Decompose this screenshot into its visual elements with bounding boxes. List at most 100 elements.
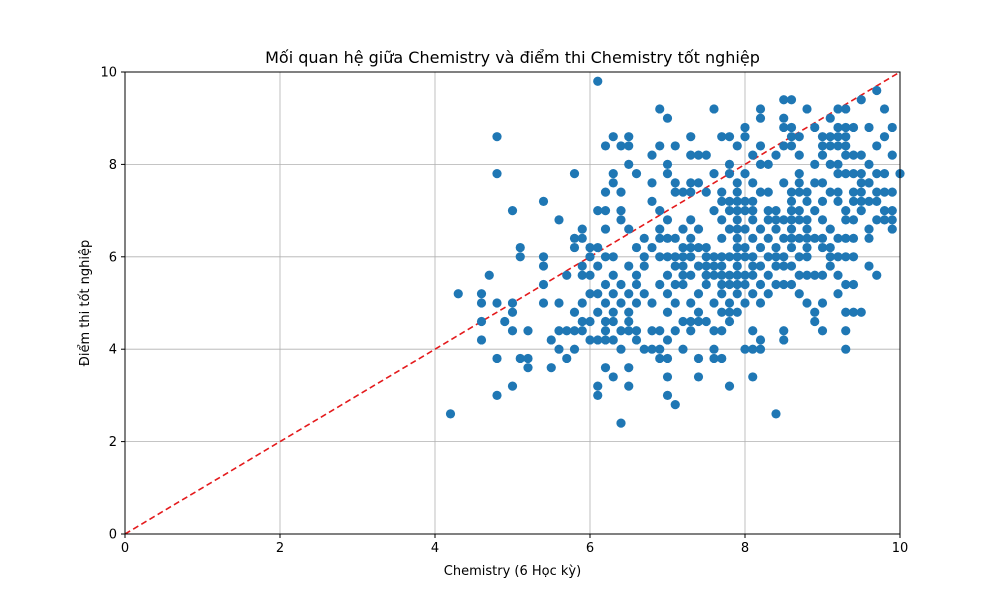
- data-point: [732, 224, 742, 234]
- data-point: [771, 150, 781, 160]
- data-point: [732, 187, 742, 197]
- data-point: [693, 150, 704, 160]
- data-point: [686, 150, 696, 160]
- data-point: [647, 178, 657, 188]
- data-point: [794, 178, 804, 188]
- data-point: [701, 252, 711, 262]
- data-point: [724, 252, 735, 262]
- data-point: [538, 261, 549, 271]
- data-point: [593, 261, 603, 271]
- data-point: [817, 270, 828, 280]
- data-point: [600, 363, 611, 373]
- data-point: [779, 335, 789, 345]
- x-tick-label: 10: [892, 541, 909, 556]
- data-point: [763, 233, 773, 243]
- data-point: [608, 316, 618, 327]
- data-point: [841, 307, 851, 317]
- data-point: [662, 289, 673, 299]
- data-point: [701, 150, 711, 160]
- data-point: [701, 261, 711, 271]
- data-point: [662, 270, 673, 280]
- data-point: [817, 178, 828, 188]
- data-point: [794, 233, 804, 243]
- data-point: [538, 252, 549, 262]
- data-point: [507, 326, 518, 336]
- data-point: [794, 206, 804, 216]
- data-point: [887, 224, 897, 234]
- data-point: [624, 289, 634, 299]
- data-point: [662, 159, 673, 169]
- data-point: [872, 187, 882, 197]
- data-point: [817, 233, 828, 243]
- data-point: [779, 233, 789, 243]
- data-point: [748, 252, 758, 262]
- data-point: [670, 279, 680, 290]
- data-point: [794, 150, 804, 160]
- data-point: [639, 289, 649, 299]
- data-point: [755, 141, 766, 151]
- data-point: [748, 270, 758, 280]
- data-point: [779, 261, 789, 271]
- axis-ticks: 0 2 4 6 8 10 0 2 4 6 8 10: [100, 66, 908, 557]
- data-point: [802, 298, 812, 308]
- data-point: [717, 196, 727, 206]
- data-point: [608, 178, 618, 188]
- data-point: [856, 95, 866, 105]
- data-point: [732, 206, 742, 216]
- data-point: [856, 206, 866, 216]
- data-point: [771, 206, 781, 216]
- data-point: [585, 335, 595, 345]
- data-point: [771, 242, 781, 253]
- data-point: [717, 353, 727, 364]
- data-point: [631, 298, 642, 308]
- data-point: [825, 113, 835, 123]
- data-point: [841, 141, 851, 151]
- data-point: [763, 159, 773, 169]
- data-point: [709, 353, 719, 364]
- data-point: [624, 326, 634, 336]
- data-point: [724, 298, 735, 308]
- data-point: [732, 178, 742, 188]
- data-point: [670, 187, 680, 197]
- data-point: [740, 279, 750, 290]
- data-point: [740, 270, 750, 280]
- data-point: [872, 141, 882, 151]
- data-point: [779, 95, 789, 105]
- data-point: [717, 261, 727, 271]
- data-point: [608, 252, 618, 262]
- data-point: [600, 298, 611, 308]
- data-point: [701, 270, 711, 280]
- data-point: [786, 141, 797, 151]
- data-point: [686, 298, 696, 308]
- data-point: [841, 132, 851, 142]
- data-point: [848, 122, 859, 133]
- data-point: [593, 206, 603, 216]
- y-tick-label: 2: [109, 435, 117, 450]
- data-point: [748, 150, 758, 160]
- data-point: [779, 141, 789, 151]
- data-point: [492, 169, 502, 179]
- data-point: [755, 159, 766, 169]
- data-point: [655, 279, 665, 290]
- data-point: [678, 270, 688, 280]
- x-tick-label: 6: [586, 541, 594, 556]
- data-point: [748, 178, 758, 188]
- data-point: [507, 206, 518, 216]
- x-tick-label: 4: [431, 541, 439, 556]
- data-point: [763, 270, 773, 280]
- x-axis-label: Chemistry (6 Học kỳ): [444, 564, 581, 579]
- data-point: [810, 122, 820, 133]
- x-tick-label: 8: [741, 541, 749, 556]
- data-point: [802, 270, 812, 280]
- data-point: [709, 344, 719, 354]
- data-point: [608, 132, 618, 142]
- data-point: [794, 187, 804, 197]
- data-point: [786, 233, 797, 243]
- data-point: [810, 233, 820, 243]
- data-point: [887, 206, 897, 216]
- data-point: [794, 252, 804, 262]
- data-point: [515, 252, 525, 262]
- data-point: [771, 215, 781, 225]
- data-point: [817, 215, 828, 225]
